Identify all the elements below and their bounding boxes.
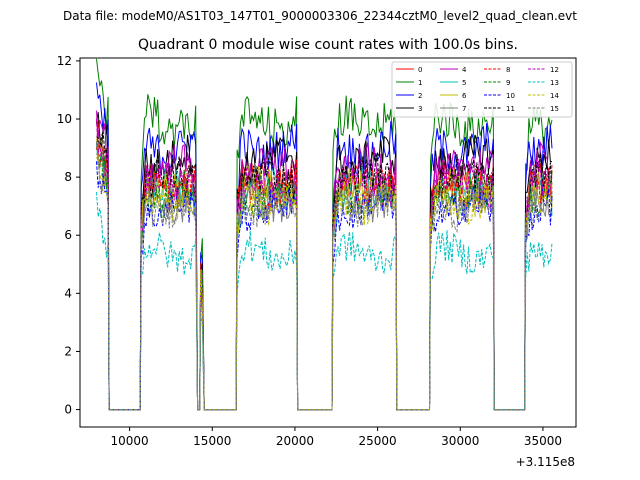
y-tick-label: 0 <box>64 403 72 417</box>
legend-label-module-4: 4 <box>462 66 467 74</box>
x-axis: 10000 15000 20000 25000 30000 35000 <box>111 427 562 448</box>
legend-label-module-3: 3 <box>418 105 422 113</box>
axes-frame <box>79 57 577 428</box>
figure-suptitle: Data file: modeM0/AS1T03_147T01_90000033… <box>63 9 577 23</box>
y-tick-label: 8 <box>64 170 72 184</box>
x-tick-label: 10000 <box>111 434 149 448</box>
legend-label-module-11: 11 <box>506 105 515 113</box>
x-tick-label: 25000 <box>359 434 397 448</box>
series-layer <box>96 58 553 411</box>
legend-label-module-2: 2 <box>418 92 422 100</box>
y-axis: 0 2 4 6 8 10 12 <box>57 54 80 417</box>
series-line-module-14 <box>96 154 553 411</box>
y-tick-label: 12 <box>57 54 72 68</box>
series-line-module-1 <box>96 58 553 411</box>
series-line-module-12 <box>96 118 553 411</box>
legend-label-module-10: 10 <box>506 92 515 100</box>
legend-label-module-1: 1 <box>418 79 422 87</box>
legend-label-module-14: 14 <box>550 92 559 100</box>
y-tick-label: 6 <box>64 228 72 242</box>
legend-box <box>391 61 573 118</box>
legend-label-module-8: 8 <box>506 66 510 74</box>
y-tick-label: 10 <box>57 112 72 126</box>
legend-label-module-13: 13 <box>550 79 559 87</box>
legend-label-module-6: 6 <box>462 92 467 100</box>
series-line-module-15 <box>96 141 553 411</box>
x-tick-label: 30000 <box>441 434 479 448</box>
x-offset-label: +3.115e8 <box>516 455 575 469</box>
y-tick-label: 2 <box>64 344 72 358</box>
y-tick-label: 4 <box>64 286 72 300</box>
legend-label-module-9: 9 <box>506 79 510 87</box>
series-line-module-10 <box>96 161 553 411</box>
legend-label-module-12: 12 <box>550 66 559 74</box>
x-tick-label: 35000 <box>524 434 562 448</box>
legend-label-module-15: 15 <box>550 105 559 113</box>
x-tick-label: 15000 <box>193 434 231 448</box>
chart-title: Quadrant 0 module wise count rates with … <box>138 37 518 53</box>
x-tick-label: 20000 <box>276 434 314 448</box>
series-line-module-11 <box>96 130 553 411</box>
legend-label-module-0: 0 <box>418 66 422 74</box>
legend-label-module-5: 5 <box>462 79 466 87</box>
legend-label-module-7: 7 <box>462 105 466 113</box>
